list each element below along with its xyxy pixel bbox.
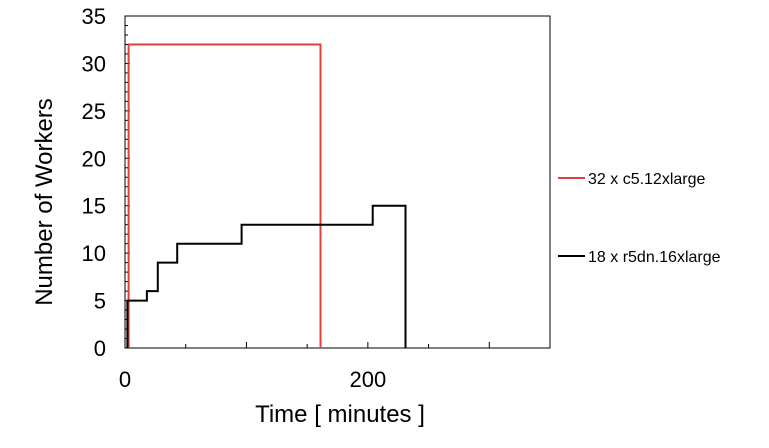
legend: 32 x c5.12xlarge 18 x r5dn.16xlarge (558, 171, 721, 266)
y-tick-label: 25 (82, 99, 106, 124)
x-axis-title: Time [ minutes ] (255, 401, 425, 428)
y-axis-title: Number of Workers (31, 98, 58, 306)
axis-ticks (125, 15, 490, 349)
x-tick-labels: 0 200 (119, 367, 386, 392)
x-tick-label: 200 (349, 367, 386, 392)
y-tick-labels: 0 5 10 15 20 25 30 35 (82, 4, 106, 361)
series-line-1 (127, 43, 322, 348)
series-line-2 (126, 204, 407, 348)
y-tick-label: 20 (82, 146, 106, 171)
legend-label: 32 x c5.12xlarge (588, 171, 706, 188)
y-tick-label: 35 (82, 4, 106, 29)
y-tick-label: 0 (94, 336, 106, 361)
y-tick-label: 30 (82, 51, 106, 76)
plot-frame (124, 15, 551, 349)
legend-label: 18 x r5dn.16xlarge (588, 249, 721, 266)
x-tick-label: 0 (119, 367, 131, 392)
y-tick-label: 5 (94, 289, 106, 314)
y-tick-label: 15 (82, 194, 106, 219)
y-tick-label: 10 (82, 241, 106, 266)
series-lines (126, 43, 407, 348)
